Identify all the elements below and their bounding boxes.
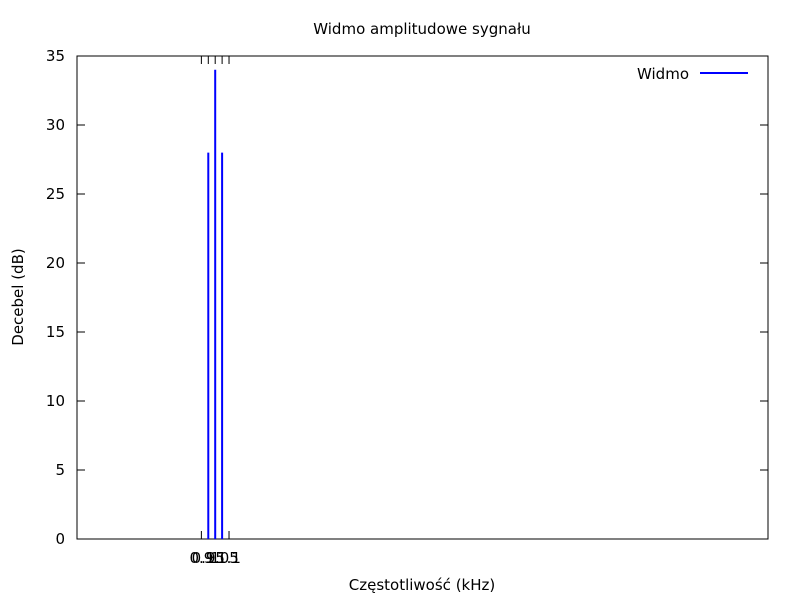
y-tick-label: 25: [46, 185, 65, 203]
y-tick-label: 10: [46, 392, 65, 410]
x-tick-label: 1: [210, 549, 220, 567]
x-tick-label: 0.9: [189, 549, 213, 567]
y-tick-label: 0: [55, 530, 65, 548]
x-tick-label: 0.95: [192, 549, 225, 567]
plot-area-border: [76, 55, 769, 540]
chart-title: Widmo amplitudowe sygnału: [313, 20, 530, 38]
y-axis-label: Decebel (dB): [9, 248, 27, 345]
y-tick-label: 35: [46, 47, 65, 65]
series-layer: [207, 69, 224, 539]
x-tick-label: 1.1: [217, 549, 241, 567]
legend-label: Widmo: [637, 65, 689, 83]
y-tick-label: 30: [46, 116, 65, 134]
y-tick-label: 5: [55, 461, 65, 479]
x-tick-label: 1.05: [205, 549, 238, 567]
y-axis-ticks: 0 5 10 15 20 25 30 35: [46, 47, 768, 548]
y-tick-label: 20: [46, 254, 65, 272]
y-tick-label: 15: [46, 323, 65, 341]
legend: Widmo: [637, 65, 748, 83]
x-axis-label: Częstotliwość (kHz): [349, 576, 495, 594]
